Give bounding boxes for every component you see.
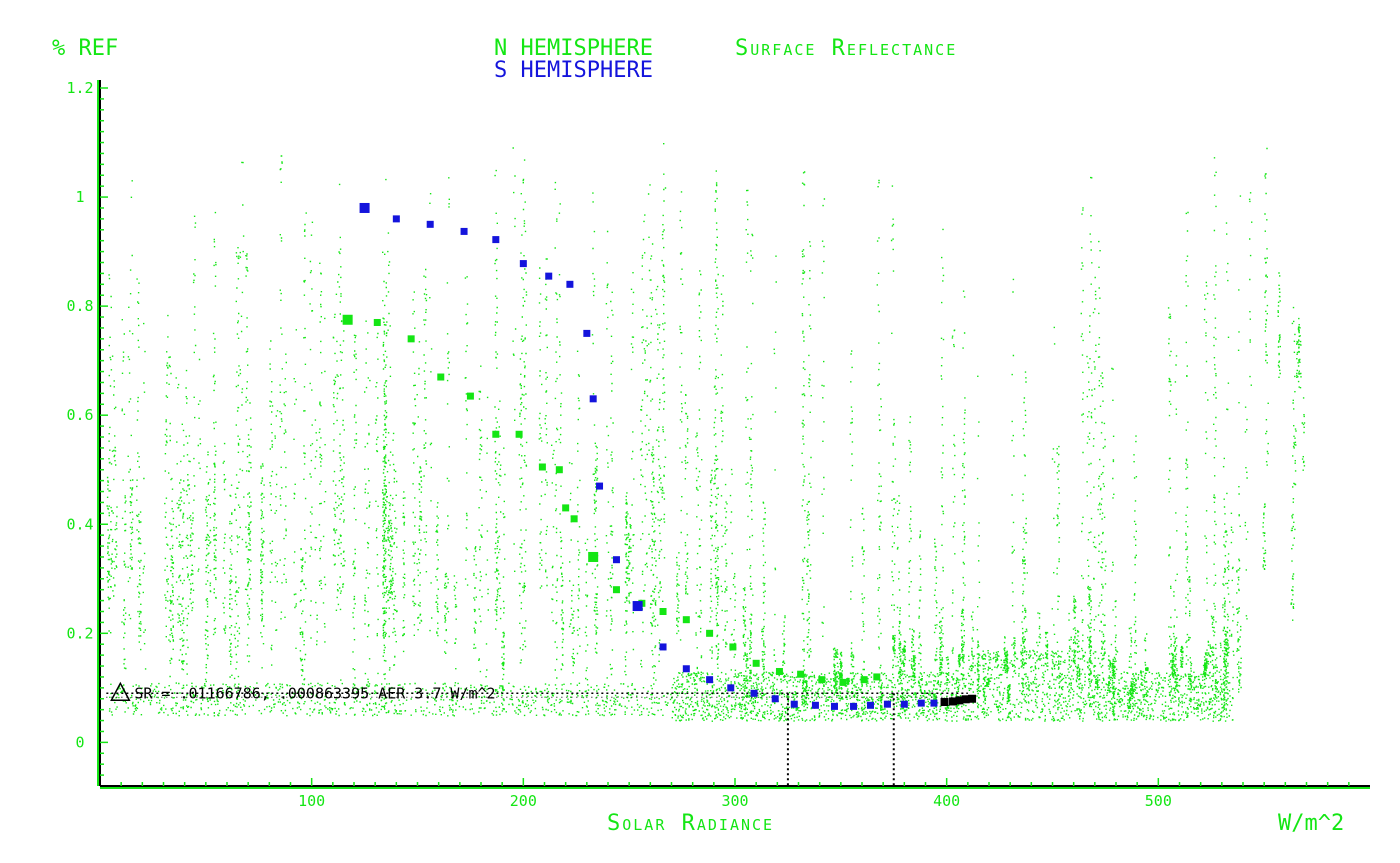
data-point — [729, 643, 737, 651]
data-point — [883, 700, 891, 708]
series-north — [342, 314, 881, 686]
chart-title-rest: Surface Reflectance — [735, 36, 957, 61]
data-point — [583, 329, 591, 337]
data-point — [706, 676, 714, 684]
data-point — [342, 314, 353, 325]
data-point — [850, 702, 858, 710]
data-point — [612, 586, 620, 594]
data-point — [589, 395, 597, 403]
data-point — [917, 699, 925, 707]
data-point — [949, 697, 958, 706]
data-point — [392, 215, 400, 223]
data-point — [562, 504, 570, 512]
data-point — [961, 695, 970, 704]
y-ticks: 0 0.2 0.4 0.6 0.8 1 1.2 — [66, 79, 108, 776]
data-point — [830, 702, 838, 710]
data-point — [752, 659, 760, 667]
data-point — [612, 556, 620, 564]
data-point — [359, 202, 370, 213]
data-point — [632, 601, 643, 612]
x-tick-label: 100 — [298, 792, 325, 810]
chart-title-north: N HEMISPHERE — [494, 36, 653, 61]
y-tick-label: 0.8 — [66, 297, 93, 315]
data-point — [492, 430, 500, 438]
annotation-text: SR = .01166786, .000863395 AER 3.7 W/m^2 — [134, 684, 495, 702]
data-point — [570, 515, 578, 523]
y-tick-label: 0.6 — [66, 406, 93, 424]
data-point — [492, 236, 500, 244]
annotation-triangle-icon — [110, 681, 131, 702]
y-tick-label: 1 — [75, 188, 84, 206]
data-point — [955, 696, 964, 705]
data-point — [426, 220, 434, 228]
data-point — [407, 335, 415, 343]
data-point — [466, 392, 474, 400]
x-tick-label: 400 — [933, 792, 960, 810]
data-point — [750, 689, 758, 697]
data-point — [839, 678, 847, 686]
data-point — [682, 665, 690, 673]
data-point — [866, 701, 874, 709]
x-tick-label: 500 — [1145, 792, 1172, 810]
data-point — [860, 676, 868, 684]
series-south — [359, 202, 977, 710]
data-point — [566, 280, 574, 288]
data-point — [538, 463, 546, 471]
data-point — [706, 629, 714, 637]
data-point — [775, 667, 783, 675]
x-tick-label: 300 — [721, 792, 748, 810]
x-axis-unit-label: W/m^2 — [1278, 811, 1344, 836]
data-point — [659, 608, 667, 615]
data-point — [930, 699, 938, 707]
data-point — [727, 684, 735, 692]
data-point — [596, 482, 604, 490]
axes: 100 200 300 400 500 0 0.2 0.4 0.6 0.8 1 1.2 — [66, 79, 1370, 810]
y-tick-label: 0.2 — [66, 624, 93, 642]
data-point — [373, 318, 381, 326]
data-point — [519, 260, 527, 268]
data-point — [515, 430, 523, 438]
data-point — [659, 643, 667, 651]
data-point — [460, 227, 468, 235]
data-point — [545, 272, 553, 280]
chart-title-south: S HEMISPHERE — [494, 58, 653, 83]
data-point — [797, 670, 805, 678]
data-point — [588, 551, 599, 562]
data-point — [682, 616, 690, 624]
data-point — [790, 700, 798, 708]
data-point — [771, 695, 779, 703]
data-point — [900, 700, 908, 708]
x-axis-label: Solar Radiance — [607, 811, 774, 836]
data-point — [437, 373, 445, 381]
annotation-layer: SR = .01166786, .000863395 AER 3.7 W/m^2 — [106, 681, 968, 786]
y-axis-label: % REF — [52, 36, 118, 61]
data-point — [968, 694, 977, 703]
data-point — [811, 701, 819, 709]
data-point — [873, 673, 881, 681]
data-point — [940, 698, 949, 707]
y-tick-label: 0.4 — [66, 515, 93, 533]
y-tick-label: 1.2 — [66, 79, 93, 97]
y-tick-label: 0 — [75, 733, 84, 751]
x-ticks: 100 200 300 400 500 — [120, 778, 1350, 810]
series-layer — [342, 202, 977, 710]
data-point — [555, 466, 563, 474]
data-point — [818, 676, 826, 684]
x-tick-label: 200 — [510, 792, 537, 810]
